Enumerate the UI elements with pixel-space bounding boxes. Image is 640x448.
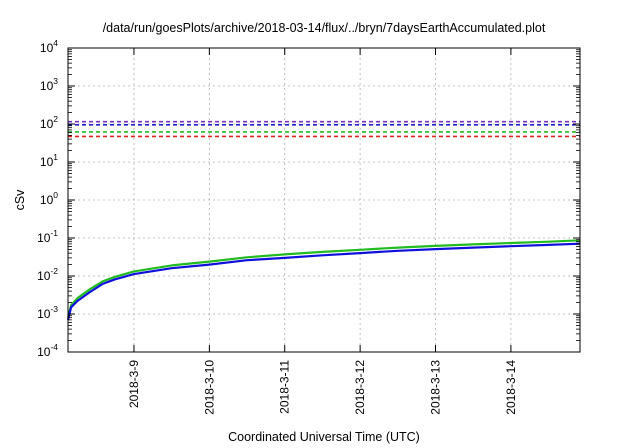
x-tick-label: 2018-3-11	[278, 360, 292, 414]
grid	[68, 48, 580, 352]
series-line	[66, 239, 581, 318]
y-tick-label: 104	[40, 38, 58, 55]
series-lines	[66, 239, 581, 321]
y-tick-label: 103	[40, 76, 58, 93]
y-axis: 10-4 10-3 10-2 10-1 100 101 102 103 104	[37, 38, 580, 359]
x-tick-label: 2018-3-14	[504, 360, 518, 415]
x-tick-label: 2018-3-10	[202, 360, 216, 415]
y-tick-label: 10-3	[37, 304, 58, 321]
y-tick-label: 101	[40, 152, 58, 169]
series-line	[66, 242, 581, 321]
y-tick-label: 10-4	[37, 342, 58, 359]
y-tick-label: 10-1	[37, 228, 58, 245]
x-tick-label: 2018-3-9	[127, 360, 141, 408]
y-tick-label: 10-2	[37, 266, 58, 283]
x-axis: 2018-3-9 2018-3-10 2018-3-11 2018-3-12 2018-…	[127, 48, 518, 415]
threshold-lines	[68, 120, 580, 138]
y-tick-label: 100	[40, 190, 58, 207]
chart-title: /data/run/goesPlots/archive/2018-03-14/f…	[103, 21, 546, 35]
x-axis-label: Coordinated Universal Time (UTC)	[228, 430, 420, 444]
y-tick-label: 102	[40, 114, 58, 131]
x-tick-label: 2018-3-12	[353, 360, 367, 415]
x-tick-label: 2018-3-13	[429, 360, 443, 415]
y-axis-label: cSv	[13, 189, 27, 211]
